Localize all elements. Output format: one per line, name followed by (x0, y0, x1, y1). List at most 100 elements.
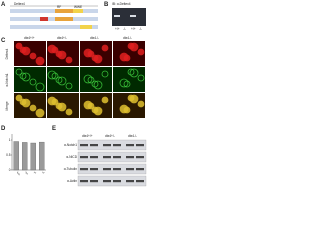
cell (19, 46, 27, 54)
cell (15, 42, 23, 50)
lane-label: -/- (123, 27, 126, 31)
cell (83, 74, 93, 84)
cell (101, 70, 109, 78)
row-label: α-Notch1 (64, 143, 77, 147)
band (113, 144, 121, 147)
band (126, 156, 134, 159)
domain-label: WWE (74, 5, 82, 9)
lane-label: +/+ (131, 27, 136, 31)
band (103, 144, 111, 147)
band (136, 168, 144, 171)
cell (19, 98, 27, 106)
band (80, 144, 88, 147)
panel-label: A (1, 2, 6, 8)
bar (22, 142, 28, 171)
cell (93, 80, 103, 90)
cell (65, 108, 73, 116)
band (113, 180, 121, 183)
cell (83, 100, 93, 110)
x-tick-label: -/- (41, 171, 46, 176)
band (90, 180, 98, 183)
column-label: dtx4+/- (57, 36, 67, 40)
blot-label: IB: α-Deltex4 (112, 2, 131, 6)
cell (91, 106, 99, 114)
cell (15, 68, 23, 76)
figure: A Deltex4 RF WWE B IB: α-Deltex4 +/+ -/- +… (1, 2, 147, 187)
y-tick-label: 0.5 (6, 153, 11, 157)
band (130, 15, 136, 17)
band (136, 180, 144, 183)
blot-strip (77, 151, 147, 163)
bar (30, 142, 36, 171)
band (126, 168, 134, 171)
cell (137, 100, 145, 108)
cell (55, 102, 63, 110)
band (80, 180, 88, 183)
blot-strip (77, 139, 147, 151)
band (103, 168, 111, 171)
cell (35, 56, 45, 66)
band (90, 168, 98, 171)
cell (87, 76, 95, 84)
band (80, 156, 88, 159)
band (103, 156, 111, 159)
domain-label: RF (57, 5, 61, 9)
lane-label: +/+ (115, 27, 120, 31)
band (136, 144, 144, 147)
cell (47, 44, 57, 54)
row-label: α-NICD (66, 155, 77, 159)
band (113, 156, 121, 159)
panel-label: B (104, 2, 109, 8)
row-label: α-Notch1 (5, 73, 9, 86)
band (136, 156, 144, 159)
cell (35, 82, 45, 92)
blot-strip (77, 163, 147, 175)
micrograph (113, 67, 145, 92)
blot-strip (77, 175, 147, 187)
cell (127, 68, 135, 76)
x-tick-label: +/+ (15, 171, 21, 177)
band (80, 168, 88, 171)
cell (119, 104, 129, 114)
lane-label: -/- (139, 27, 142, 31)
cell (47, 96, 57, 106)
cell (129, 68, 139, 78)
blot-bands: +/+ -/- +/+ -/- (114, 15, 142, 31)
row-label: Merge (5, 101, 9, 110)
band (126, 144, 134, 147)
cell (101, 96, 109, 104)
gene-diagram (10, 5, 98, 29)
cell (127, 42, 135, 50)
cell (35, 108, 45, 118)
cell (57, 76, 67, 86)
x-tick-label: -/- (32, 171, 37, 176)
y-tick-label: 1 (9, 138, 11, 142)
column-label: dtx4-/- (90, 36, 99, 40)
band (113, 168, 121, 171)
column-label: dtx4-/- (123, 36, 132, 40)
cell (83, 48, 93, 58)
x-tick-label: +/- (24, 171, 29, 176)
domain-label: Deltex4 (14, 2, 25, 6)
cell (29, 104, 37, 112)
y-tick-label: 0 (9, 168, 11, 172)
panel-label: D (1, 126, 6, 132)
row-label: α-Tubulin (64, 167, 77, 171)
cell (55, 76, 63, 84)
column-label: dtx4-/- (128, 134, 137, 138)
cell (15, 94, 23, 102)
band (103, 180, 111, 183)
bar (39, 141, 45, 171)
column-label: dtx4+/+ (82, 134, 93, 138)
panel-label: C (1, 38, 6, 44)
band (90, 156, 98, 159)
cell (137, 74, 145, 82)
bar-chart: 00.51+/+ +/- -/- -/- (6, 134, 46, 177)
micrograph (14, 67, 46, 92)
cell (19, 72, 27, 80)
cell (55, 50, 63, 58)
cell (137, 48, 145, 56)
cell (65, 56, 73, 64)
cell (119, 52, 129, 62)
row-label: α-Actin (67, 179, 77, 183)
